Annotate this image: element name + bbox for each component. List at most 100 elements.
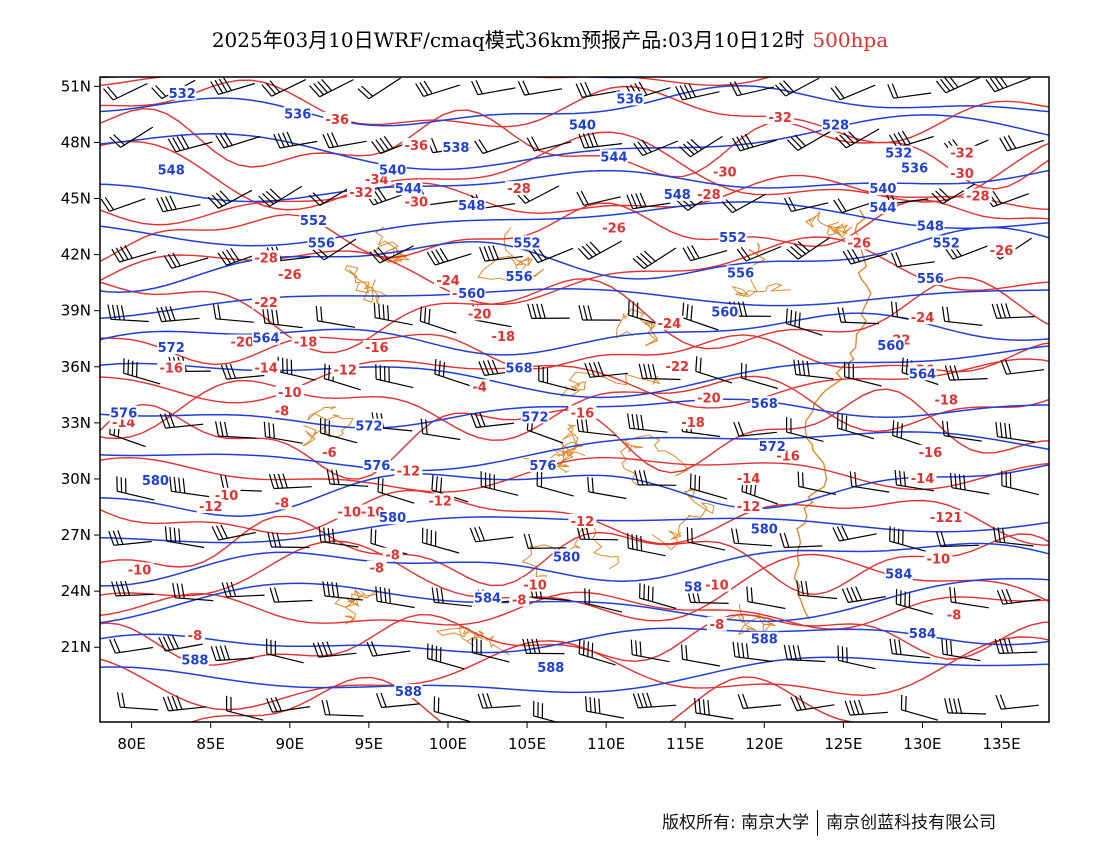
temperature-contour [100, 276, 1049, 354]
height-label-bg [521, 409, 549, 424]
temperature-label: -10 [523, 579, 547, 594]
temperature-label: -20 [231, 336, 255, 351]
temperature-label: -8 [947, 608, 961, 623]
height-label-bg [378, 510, 407, 525]
temperature-label: -36 [326, 113, 350, 128]
height-label: 584 [909, 627, 936, 642]
wind-barb [585, 696, 625, 719]
wind-barb [156, 195, 201, 213]
height-contour [100, 114, 1049, 171]
contour-label-layer: -36 -32-36 -32-34 -30-32-30-28-30 -28 -28-26-… [109, 85, 1016, 700]
height-label: 544 [869, 201, 896, 216]
temperature-label: -16 [571, 407, 595, 422]
height-label-bg [683, 579, 704, 594]
temperature-label: -26 [990, 244, 1014, 259]
wind-barb [995, 421, 1036, 443]
wind-barb [949, 472, 990, 495]
temperature-label: -28 [507, 182, 531, 197]
wind-barb [263, 421, 304, 444]
wind-barb [111, 244, 157, 263]
coastline [793, 209, 872, 620]
wind-barb [841, 586, 886, 603]
temperature-label: -10 [927, 552, 951, 567]
height-label: 544 [600, 150, 627, 165]
lon-tick-label: 105E [508, 735, 546, 753]
temperature-label-bg [679, 414, 708, 429]
wind-barb [941, 420, 982, 442]
wind-barb [740, 362, 778, 390]
wind-barb [474, 139, 520, 155]
temperature-label: -28 [697, 188, 721, 203]
height-label: 572 [355, 420, 382, 435]
wind-barb [790, 695, 835, 712]
wind-barb [627, 413, 668, 433]
height-label: 576 [529, 459, 556, 474]
wind-barb [477, 693, 521, 709]
height-label-bg [252, 330, 281, 345]
height-label: 544 [395, 182, 422, 197]
height-label-bg [307, 235, 336, 250]
wind-barb [736, 245, 782, 262]
height-label-bg [916, 270, 945, 285]
wind-barb [312, 641, 357, 658]
height-label: 528 [822, 119, 849, 134]
wind-barb [775, 77, 820, 97]
wind-barb [371, 136, 417, 155]
wind-barb [889, 638, 930, 659]
wind-barb [315, 305, 356, 328]
wind-barb [843, 361, 882, 387]
wind-barb [319, 417, 358, 444]
temperature-label: -30 [405, 195, 429, 210]
wind-barb [837, 645, 876, 670]
wind-barb [226, 695, 264, 721]
wind-barb [936, 531, 979, 548]
wind-barb [689, 473, 728, 500]
temperature-label-bg [706, 616, 727, 631]
temperature-label: -14 [911, 472, 935, 487]
wind-barb [941, 639, 981, 662]
wind-barb [626, 192, 671, 210]
wind-barb [210, 77, 255, 95]
axis-layer: 80E 85E 90E 95E 100E 105E 110E 115E 120E 125E 130E… [61, 77, 1021, 753]
temperature-label-bg [335, 504, 387, 519]
height-label-bg [157, 162, 186, 177]
height-label: 560 [877, 339, 904, 354]
footer-divider [817, 810, 819, 836]
lat-tick-label: 21N [61, 638, 91, 656]
wind-barb [627, 533, 666, 557]
wind-barb [944, 365, 988, 381]
wind-barb [471, 80, 516, 96]
height-label-bg [505, 269, 534, 283]
wind-barb [680, 644, 721, 667]
wind-barb [109, 638, 154, 654]
temperature-contour [100, 375, 1049, 441]
wind-barb [207, 189, 253, 209]
height-label: 588 [537, 661, 564, 676]
border-line [344, 265, 388, 305]
height-label: 580 [142, 474, 169, 489]
temperature-label-bg [944, 607, 965, 622]
height-label: 536 [284, 107, 311, 122]
temperature-label: -8 [275, 405, 289, 420]
wind-barb [427, 643, 465, 670]
height-label-bg [168, 85, 197, 100]
wind-barb [944, 698, 987, 715]
height-label-bg [394, 181, 423, 196]
wind-barb [587, 476, 627, 500]
temperature-label: -26 [278, 268, 302, 283]
temperature-label-bg [908, 310, 937, 325]
height-label: 540 [869, 182, 896, 197]
wind-barb [632, 692, 677, 709]
temperature-contour [100, 174, 1049, 226]
lat-tick-label: 36N [61, 358, 91, 376]
temperature-label: -6 [322, 446, 336, 461]
temperature-label-bg [394, 463, 423, 478]
wind-barb [159, 412, 204, 429]
height-label-bg [868, 181, 897, 196]
height-label-bg [884, 145, 913, 160]
temperature-label: -24 [911, 311, 935, 326]
border-line [552, 424, 583, 474]
temperature-label-bg [196, 499, 225, 513]
height-label-bg [758, 439, 787, 454]
height-label-bg [615, 91, 644, 106]
